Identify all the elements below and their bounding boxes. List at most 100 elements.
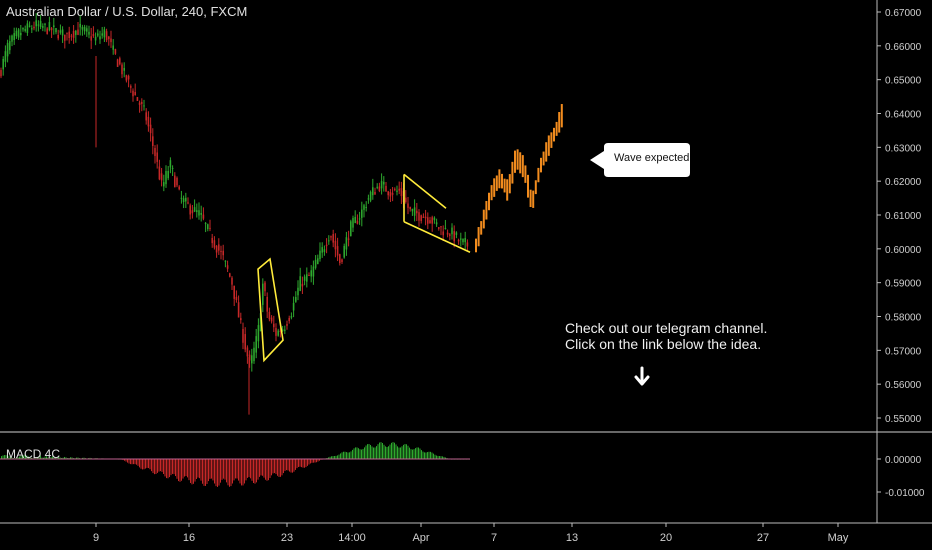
macd-bar: [245, 459, 247, 481]
macd-bar: [41, 457, 43, 459]
candle-body: [328, 240, 330, 242]
macd-bar: [319, 459, 320, 461]
candle-body: [26, 23, 29, 33]
projection-bar: [547, 135, 550, 156]
candle-body: [374, 192, 376, 195]
projection-bar: [519, 152, 522, 174]
macd-bar: [284, 459, 286, 472]
macd-bar: [179, 459, 181, 482]
macd-bar: [418, 447, 419, 459]
macd-bar: [217, 459, 218, 487]
candle-body: [449, 234, 451, 236]
macd-bar: [388, 446, 389, 459]
macd-bar: [38, 456, 40, 459]
macd-bar: [385, 446, 386, 459]
macd-bar: [422, 451, 424, 459]
macd-bar: [326, 457, 328, 459]
macd-bar: [296, 459, 298, 469]
candle-body: [321, 247, 323, 253]
candle-body: [218, 244, 220, 251]
candle-body: [446, 232, 449, 235]
macd-bar: [268, 459, 269, 481]
candle-body: [259, 313, 262, 332]
candle-body: [314, 259, 317, 268]
macd-bar: [334, 455, 335, 459]
candle-body: [191, 210, 194, 214]
macd-bar: [53, 457, 55, 459]
macd-bar: [224, 459, 226, 480]
telegram-note: Check out our telegram channel. Click on…: [565, 320, 767, 352]
macd-bar: [344, 451, 346, 459]
candle-body: [154, 148, 156, 157]
projection-bar: [511, 161, 514, 184]
chart-title: Australian Dollar / U.S. Dollar, 240, FX…: [6, 4, 248, 19]
macd-bar: [277, 459, 278, 476]
projection-bar: [498, 169, 501, 189]
candle-body: [81, 26, 84, 30]
candle-body: [180, 197, 183, 199]
time-tick-label: 14:00: [338, 532, 366, 544]
macd-bar: [136, 459, 137, 465]
macd-bar: [185, 459, 187, 476]
macd-bar: [439, 456, 440, 459]
projection-bar: [490, 185, 493, 201]
drawings-layer: [257, 173, 471, 363]
candle-body: [422, 216, 425, 218]
candle-body: [222, 250, 224, 256]
macd-bar: [424, 452, 425, 459]
candle-body: [310, 270, 312, 277]
candle-body: [427, 217, 429, 224]
candle-body: [387, 191, 389, 196]
candle-body: [358, 218, 361, 220]
macd-bar: [134, 459, 136, 465]
candle-body: [44, 23, 46, 25]
candle-body: [242, 329, 244, 343]
candle-body: [455, 232, 458, 235]
macd-bar: [247, 459, 248, 478]
candle-body: [347, 238, 350, 240]
candle-body: [411, 208, 414, 212]
candle-body: [361, 209, 363, 218]
candle-body: [163, 182, 165, 187]
macd-bar: [16, 457, 17, 459]
macd-bar: [233, 459, 235, 481]
candle-body: [398, 188, 400, 191]
candle-body: [110, 38, 112, 43]
candle-body: [86, 28, 88, 32]
macd-bar: [283, 459, 284, 474]
price-tick-label: 0.62000: [885, 177, 922, 188]
macd-bar: [122, 459, 124, 461]
projection-layer: [475, 104, 563, 253]
macd-bar: [19, 456, 20, 459]
candle-body: [308, 275, 310, 277]
candle-body: [231, 277, 233, 285]
macd-bar: [59, 457, 61, 459]
macd-bar: [154, 459, 155, 475]
macd-bar: [176, 459, 178, 479]
price-tick-label: 0.63000: [885, 143, 922, 154]
macd-bar: [368, 443, 370, 459]
candle-body: [182, 198, 185, 203]
macd-bar: [386, 446, 388, 459]
macd-bar: [181, 459, 182, 481]
macd-bar: [25, 455, 26, 459]
candle-body: [202, 214, 205, 219]
candle-body: [200, 212, 202, 215]
projection-bar: [482, 209, 485, 229]
candle-body: [257, 325, 260, 342]
time-tick-label: 20: [660, 532, 672, 544]
macd-bar: [370, 444, 371, 459]
candle-body: [143, 105, 145, 107]
macd-bar: [251, 459, 253, 481]
macd-bar: [290, 459, 292, 473]
candle-body: [108, 36, 110, 40]
candle-body: [39, 20, 42, 27]
macd-bar: [76, 457, 77, 459]
candle-body: [330, 236, 332, 238]
price-tick-label: 0.66000: [885, 42, 922, 53]
price-tick-label: 0.61000: [885, 211, 922, 222]
macd-bar: [64, 456, 65, 459]
arrow-down-icon: [634, 366, 650, 386]
